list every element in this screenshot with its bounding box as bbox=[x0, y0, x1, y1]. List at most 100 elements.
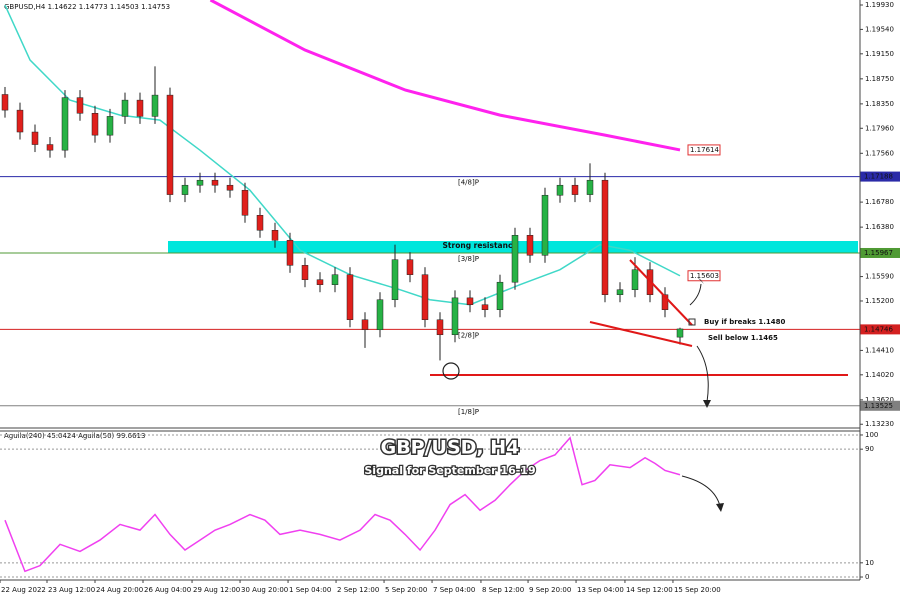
y-tick-label: 1.18750 bbox=[865, 75, 894, 83]
x-tick-label: 15 Sep 20:00 bbox=[674, 586, 721, 594]
up-arrow-head bbox=[697, 277, 704, 284]
level-name: [2/8]P bbox=[458, 331, 479, 339]
moving-average bbox=[209, 0, 681, 152]
level-price-box bbox=[860, 324, 900, 335]
low-circle bbox=[442, 362, 460, 380]
candle-body bbox=[16, 109, 24, 133]
y-tick-label: 90 bbox=[865, 445, 874, 453]
forecast-arrow bbox=[681, 475, 721, 507]
candle-body bbox=[106, 116, 114, 136]
x-tick-label: 13 Sep 04:00 bbox=[577, 586, 624, 594]
x-tick-label: 2 Sep 12:00 bbox=[337, 586, 379, 594]
buy-note: Buy if breaks 1.1480 bbox=[704, 318, 786, 326]
resistance-label: Strong resistance bbox=[443, 241, 518, 250]
level-price: 1.15967 bbox=[864, 249, 893, 257]
breakout-marker bbox=[688, 318, 696, 326]
candle-body bbox=[211, 179, 219, 186]
y-tick-label: 1.19540 bbox=[865, 25, 894, 33]
y-tick-label: 1.16380 bbox=[865, 223, 894, 231]
y-tick-label: 10 bbox=[865, 559, 874, 567]
level-price: 1.13525 bbox=[864, 402, 893, 410]
candle-body bbox=[406, 259, 414, 275]
triangle-lower bbox=[589, 321, 693, 347]
candle-body bbox=[586, 179, 594, 195]
indicator-header: Aguila(240) 45.0424 Aguila(50) 99.6613 bbox=[4, 432, 145, 440]
level-price-box bbox=[860, 171, 900, 182]
candle-body bbox=[616, 289, 624, 295]
y-tick-label: 100 bbox=[865, 431, 878, 439]
x-tick-label: 22 Aug 2022 bbox=[1, 586, 46, 594]
candle-body bbox=[631, 269, 639, 290]
candle-body bbox=[31, 131, 39, 145]
candle-body bbox=[121, 99, 129, 117]
candle-body bbox=[151, 94, 159, 117]
y-tick-label: 1.13620 bbox=[865, 396, 894, 404]
candle-body bbox=[166, 94, 174, 195]
candle-body bbox=[421, 274, 429, 320]
candle-body bbox=[316, 279, 324, 285]
candle-body bbox=[361, 319, 369, 331]
watermark-subtitle: Signal for September 16-19 bbox=[364, 464, 535, 477]
candle-body bbox=[61, 97, 69, 151]
x-tick-label: 14 Sep 12:00 bbox=[626, 586, 673, 594]
candle-body bbox=[481, 304, 489, 310]
y-tick-label: 1.15590 bbox=[865, 273, 894, 281]
candle-body bbox=[226, 184, 234, 191]
candle-body bbox=[196, 179, 204, 186]
ma-value-box bbox=[687, 270, 721, 282]
triangle-upper bbox=[629, 259, 693, 326]
ma-value: 1.15603 bbox=[690, 272, 719, 280]
candle-body bbox=[1, 94, 9, 111]
candle-body bbox=[286, 240, 294, 266]
down-arrow-head bbox=[703, 400, 711, 408]
y-tick-label: 0 bbox=[865, 573, 869, 581]
watermark-title: GBP/USD, H4 bbox=[381, 437, 520, 459]
indicator-panel: Aguila(240) 45.0424 Aguila(50) 99.6613 10… bbox=[0, 431, 878, 581]
candle-body bbox=[256, 215, 264, 231]
level-price-box bbox=[860, 400, 900, 411]
candle-body bbox=[241, 189, 249, 216]
y-tick-label: 1.17560 bbox=[865, 149, 894, 157]
y-tick-label: 1.17960 bbox=[865, 124, 894, 132]
x-tick-label: 7 Sep 04:00 bbox=[433, 586, 475, 594]
candle-body bbox=[601, 179, 609, 295]
candle-body bbox=[676, 328, 684, 338]
candle-body bbox=[556, 184, 564, 196]
level-name: [3/8]P bbox=[458, 255, 479, 263]
candle-body bbox=[76, 97, 84, 114]
candle-body bbox=[451, 297, 459, 336]
candle-body bbox=[376, 299, 384, 331]
candle-body bbox=[496, 281, 504, 310]
ma-value-box bbox=[687, 144, 721, 156]
candle-body bbox=[331, 274, 339, 285]
indicator-line bbox=[4, 436, 681, 573]
candle-body bbox=[541, 194, 549, 256]
y-tick-label: 1.16780 bbox=[865, 198, 894, 206]
x-tick-label: 30 Aug 20:00 bbox=[241, 586, 288, 594]
candle-body bbox=[346, 274, 354, 320]
x-tick-label: 24 Aug 20:00 bbox=[96, 586, 143, 594]
level-price-box bbox=[860, 247, 900, 258]
y-tick-label: 1.19150 bbox=[865, 50, 894, 58]
level-price: 1.17188 bbox=[864, 173, 893, 181]
candle-body bbox=[136, 99, 144, 117]
ma-value: 1.17614 bbox=[690, 146, 719, 154]
y-tick-label: 1.14020 bbox=[865, 371, 894, 379]
y-tick-label: 1.18350 bbox=[865, 100, 894, 108]
candle-body bbox=[436, 319, 444, 336]
level-name: [4/8]P bbox=[458, 179, 479, 187]
down-arrow bbox=[696, 345, 709, 403]
sell-note: Sell below 1.1465 bbox=[708, 334, 778, 342]
candle-body bbox=[526, 235, 534, 256]
candle-body bbox=[511, 235, 519, 283]
up-arrow bbox=[689, 283, 702, 306]
forecast-arrow-head bbox=[716, 503, 724, 512]
candle-body bbox=[181, 184, 189, 195]
x-tick-label: 9 Sep 20:00 bbox=[529, 586, 571, 594]
x-tick-label: 5 Sep 20:00 bbox=[385, 586, 427, 594]
x-tick-label: 26 Aug 04:00 bbox=[144, 586, 191, 594]
candle-body bbox=[91, 113, 99, 136]
